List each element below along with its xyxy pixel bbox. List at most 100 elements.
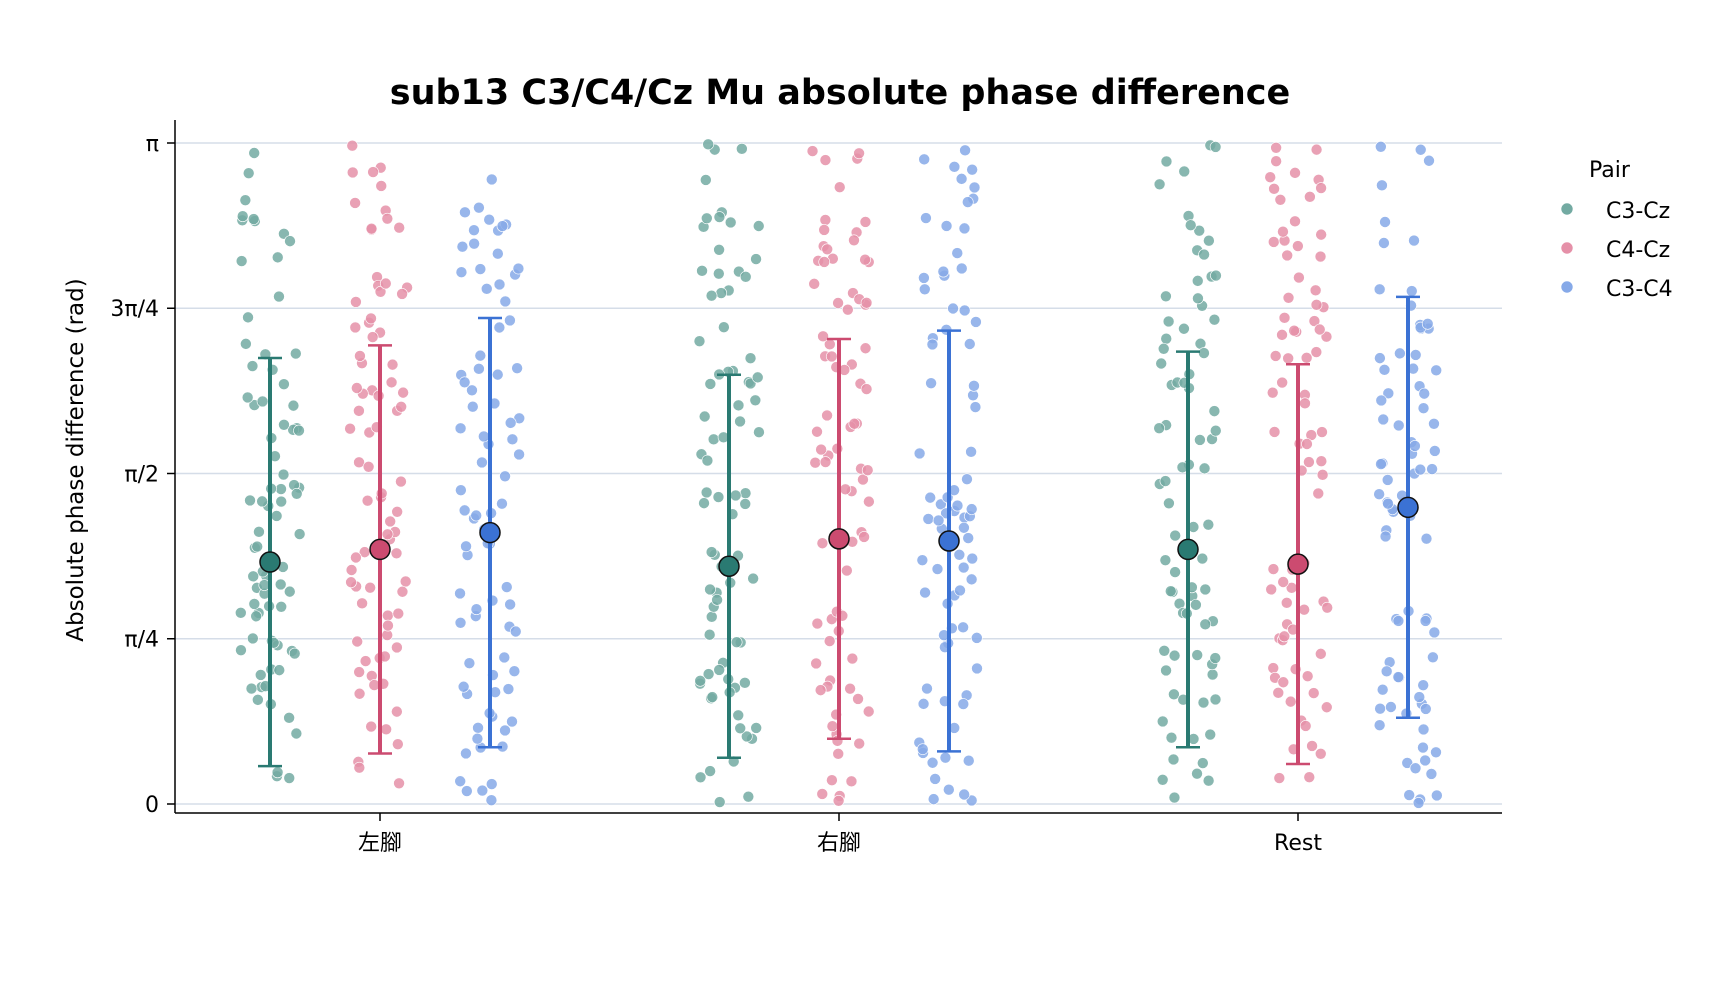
trial-point bbox=[395, 475, 407, 488]
trial-point bbox=[1203, 234, 1215, 247]
trial-point bbox=[289, 347, 302, 360]
legend-label: C3-Cz bbox=[1606, 199, 1670, 224]
trial-point bbox=[354, 350, 366, 362]
trial-point bbox=[1288, 324, 1300, 337]
x-ticks: 左腳 右腳 Rest bbox=[358, 813, 1322, 856]
trial-point bbox=[841, 564, 853, 577]
trial-point bbox=[1209, 693, 1222, 706]
trial-point bbox=[1273, 772, 1286, 784]
trial-point bbox=[1380, 665, 1393, 678]
trial-point bbox=[700, 174, 712, 186]
trial-point bbox=[1210, 269, 1222, 282]
trial-point bbox=[256, 395, 269, 408]
trial-point bbox=[1162, 315, 1175, 328]
trial-point bbox=[1178, 165, 1191, 178]
trial-point bbox=[705, 289, 718, 302]
trial-point bbox=[288, 647, 301, 660]
trial-point bbox=[1392, 615, 1405, 627]
trial-point bbox=[730, 636, 743, 648]
trial-point bbox=[859, 253, 871, 266]
trial-point bbox=[273, 290, 285, 303]
legend-label: C4-Cz bbox=[1606, 238, 1670, 263]
trial-point bbox=[821, 243, 834, 256]
x-tick-label: 右腳 bbox=[817, 831, 861, 856]
trial-point bbox=[1157, 342, 1170, 355]
trial-point bbox=[1293, 271, 1305, 284]
trial-point bbox=[245, 682, 258, 695]
trial-point bbox=[504, 417, 517, 429]
trial-point bbox=[391, 641, 403, 654]
trial-point bbox=[1421, 318, 1434, 330]
trial-point bbox=[1289, 167, 1301, 179]
mean-marker bbox=[938, 530, 960, 552]
trial-point bbox=[701, 454, 714, 467]
trial-point bbox=[825, 350, 838, 363]
trial-point bbox=[821, 409, 833, 422]
trial-point bbox=[700, 486, 713, 499]
trial-point bbox=[468, 237, 480, 250]
trial-point bbox=[1264, 171, 1277, 183]
trial-point bbox=[1376, 179, 1388, 192]
trial-point bbox=[749, 394, 762, 407]
trial-point bbox=[1269, 350, 1282, 362]
trial-point bbox=[236, 210, 249, 223]
trial-point bbox=[1409, 349, 1422, 361]
trial-point bbox=[739, 271, 752, 283]
trial-point bbox=[283, 585, 296, 598]
trial-point bbox=[961, 196, 974, 208]
trial-point bbox=[832, 297, 844, 309]
trial-point bbox=[1208, 405, 1221, 417]
trial-point bbox=[346, 166, 359, 179]
trial-point bbox=[1316, 426, 1328, 438]
trial-point bbox=[458, 376, 471, 389]
trial-point bbox=[1209, 424, 1222, 437]
trial-point bbox=[742, 790, 755, 803]
trial-point bbox=[1375, 140, 1387, 153]
trial-point bbox=[732, 399, 745, 412]
trial-point bbox=[252, 694, 264, 706]
trial-point bbox=[455, 484, 467, 496]
trial-point bbox=[351, 635, 364, 648]
trial-point bbox=[271, 251, 284, 264]
trial-point bbox=[1277, 676, 1290, 689]
trial-point bbox=[1160, 332, 1173, 345]
trial-point bbox=[1310, 346, 1323, 358]
trial-point bbox=[395, 400, 407, 413]
trial-point bbox=[694, 675, 707, 687]
trial-point bbox=[1292, 240, 1304, 252]
trial-point bbox=[947, 302, 959, 315]
trial-point bbox=[958, 222, 971, 235]
trial-point bbox=[713, 243, 725, 256]
trial-point bbox=[1155, 357, 1168, 370]
trial-point bbox=[1419, 703, 1432, 715]
trial-point bbox=[1392, 671, 1405, 683]
trial-point bbox=[386, 358, 399, 371]
trial-point bbox=[365, 720, 377, 733]
trial-point bbox=[863, 495, 875, 508]
trial-point bbox=[1309, 284, 1322, 297]
trial-point bbox=[932, 514, 945, 527]
trial-point bbox=[361, 494, 374, 507]
trial-point bbox=[1159, 475, 1172, 487]
trial-point bbox=[493, 278, 506, 291]
trial-point bbox=[485, 794, 498, 807]
trial-point bbox=[1198, 248, 1210, 261]
trial-point bbox=[1378, 364, 1391, 376]
trial-point bbox=[1193, 224, 1206, 237]
legend-marker bbox=[1560, 241, 1574, 255]
trial-point bbox=[382, 619, 394, 632]
trial-point bbox=[741, 730, 753, 743]
trial-point bbox=[1413, 691, 1426, 703]
legend-marker bbox=[1560, 280, 1574, 294]
trial-point bbox=[1282, 352, 1294, 365]
trial-point bbox=[381, 528, 394, 541]
trial-point bbox=[704, 378, 717, 390]
trial-point bbox=[391, 505, 403, 518]
trial-point bbox=[958, 788, 970, 801]
trial-point bbox=[916, 554, 929, 566]
trial-point bbox=[284, 235, 296, 247]
trial-point bbox=[466, 384, 478, 397]
legend-title: Pair bbox=[1589, 158, 1631, 183]
y-tick-label: π/4 bbox=[124, 628, 159, 653]
